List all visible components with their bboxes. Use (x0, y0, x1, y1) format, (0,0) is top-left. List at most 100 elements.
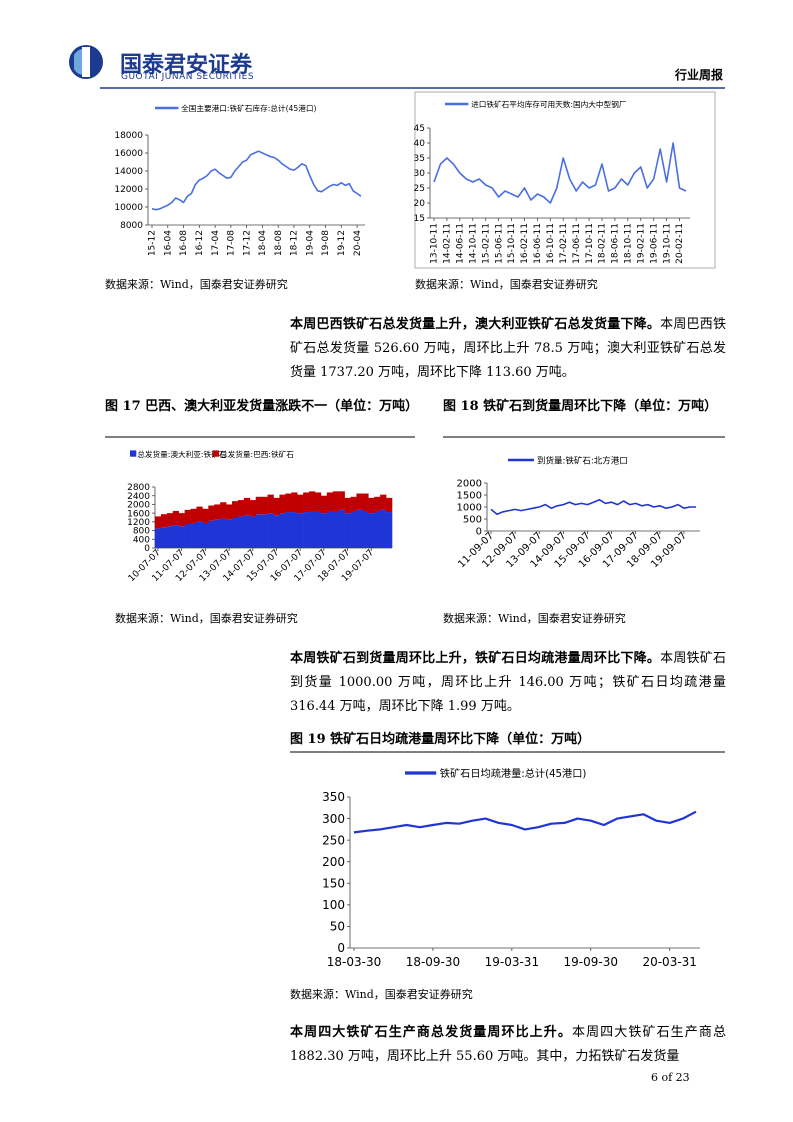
bar-segment (214, 504, 221, 520)
x-tick-label: 18-04 (258, 230, 268, 256)
x-tick-label: 19-03-31 (485, 955, 539, 969)
line-series (353, 810, 697, 834)
bar-segment (172, 525, 179, 548)
y-tick-label: 1000 (457, 503, 482, 514)
x-tick-label: 19-09-30 (564, 955, 618, 969)
bar-segment (297, 494, 304, 514)
bar-segment (267, 494, 274, 514)
x-tick-label: 16-12 (195, 230, 205, 256)
bar-segment (344, 513, 351, 548)
bar-segment (303, 492, 310, 513)
y-tick-label: 100 (322, 898, 345, 912)
paragraph-lead: 本周铁矿石到货量周环比上升，铁矿石日均疏港量周环比下降。 (290, 651, 661, 666)
y-tick-label: 35 (414, 154, 425, 164)
x-tick-label: 15-12 (148, 230, 158, 256)
bar-segment (285, 493, 292, 513)
x-tick-label: 17-04 (211, 230, 221, 256)
bar-segment (386, 497, 393, 513)
y-tick-label: 1500 (457, 491, 482, 502)
bar-segment (332, 491, 339, 511)
y-tick-label: 14000 (114, 167, 143, 177)
figure-caption: 图 19 铁矿石日均疏港量周环比下降（单位：万吨） (290, 732, 591, 747)
x-tick-label: 16-10-11 (546, 223, 556, 264)
bar-segment (196, 521, 203, 548)
y-tick-label: 2000 (127, 501, 150, 511)
bar-segment (374, 496, 381, 511)
figure-caption: 图 18 铁矿石到货量周环比下降（单位：万吨） (443, 399, 718, 414)
paragraph: 本周四大铁矿石生产商总发货量周环比上升。本周四大铁矿石生产商总 1882.30 … (290, 1021, 726, 1069)
bar-segment (160, 514, 168, 528)
bar-segment (249, 516, 257, 548)
y-tick-label: 10000 (114, 203, 143, 213)
legend-swatch (212, 450, 220, 457)
x-tick-label: 18-02-11 (598, 223, 608, 264)
bar-segment (320, 513, 328, 548)
bar-segment (344, 497, 351, 514)
y-tick-label: 18000 (114, 131, 143, 141)
bar-segment (243, 515, 251, 548)
x-tick-label: 14-02-11 (443, 223, 453, 264)
bar-segment (374, 510, 381, 548)
y-tick-label: 0 (476, 527, 482, 538)
source: 数据来源：Wind，国泰君安证券研究 (443, 612, 626, 625)
y-tick-label: 200 (322, 855, 345, 869)
x-tick-label: 19-04 (305, 230, 315, 256)
y-tick-label: 300 (322, 812, 345, 826)
bar-segment (362, 510, 369, 548)
legend-swatch (130, 450, 137, 457)
bar-segment (232, 501, 239, 518)
y-tick-label: 40 (414, 139, 426, 149)
bar-segment (356, 509, 363, 548)
brand-english: GUOTAI JUNAN SECURITIES (121, 72, 255, 82)
x-tick-label: 20-04 (353, 230, 363, 256)
bar-segment (386, 512, 393, 548)
bar-segment (166, 526, 174, 548)
chart-frame (414, 91, 716, 269)
y-tick-label: 45 (414, 124, 425, 134)
x-tick-label: 16-04 (163, 230, 173, 256)
x-tick-label: 20-02-11 (675, 223, 685, 264)
x-tick-label: 17-12 (242, 230, 252, 256)
bar-segment (368, 497, 375, 514)
bar-segment (380, 494, 387, 510)
legend-label: 铁矿石日均疏港量:总计(45港口) (440, 767, 587, 780)
line-series (433, 142, 687, 204)
x-tick-label: 19-08 (321, 230, 331, 256)
bar-segment (220, 502, 227, 519)
x-tick-label: 18-03-30 (327, 955, 381, 969)
paragraph-lead: 本周巴西铁矿石总发货量上升，澳大利亚铁矿石总发货量下降。 (290, 317, 661, 332)
bar-segment (232, 517, 239, 548)
x-tick-label: 18-08 (274, 230, 284, 256)
bar-segment (362, 493, 369, 511)
x-tick-label: 14-10-11 (468, 223, 478, 264)
bar-segment (214, 519, 221, 548)
bar-segment (255, 496, 262, 515)
x-tick-label: 18-10-11 (624, 223, 634, 264)
bar-segment (184, 509, 191, 525)
x-tick-label: 19-10-11 (662, 223, 672, 264)
bar-segment (309, 510, 316, 548)
bar-segment (291, 512, 298, 548)
bar-segment (350, 510, 357, 548)
y-tick-label: 400 (133, 535, 150, 545)
bar-segment (338, 491, 345, 510)
source: 数据来源：Wind，国泰君安证券研究 (415, 278, 598, 291)
source: 数据来源：Wind，国泰君安证券研究 (105, 278, 288, 291)
bar-segment (202, 508, 209, 523)
bar-segment (243, 497, 251, 516)
paragraph-text: 本周巴西铁矿石总发货量 526.60 万吨，周环比上升 78.5 万吨；澳大利亚… (290, 317, 726, 380)
y-tick-label: 2800 (127, 483, 150, 493)
x-tick-label: 17-02-11 (559, 223, 569, 264)
bar-segment (279, 513, 286, 548)
legend-label: 全国主要港口:铁矿石库存:总计(45港口) (181, 103, 316, 113)
bar-segment (261, 514, 268, 548)
y-tick-label: 0 (337, 941, 345, 955)
bar-segment (273, 515, 280, 548)
bar-segment (261, 496, 268, 515)
bar-segment (249, 500, 257, 517)
bar-segment (172, 510, 179, 526)
y-tick-label: 20 (414, 199, 426, 209)
figure-caption: 图 17 巴西、澳大利亚发货量涨跌不一（单位：万吨） (105, 399, 419, 414)
